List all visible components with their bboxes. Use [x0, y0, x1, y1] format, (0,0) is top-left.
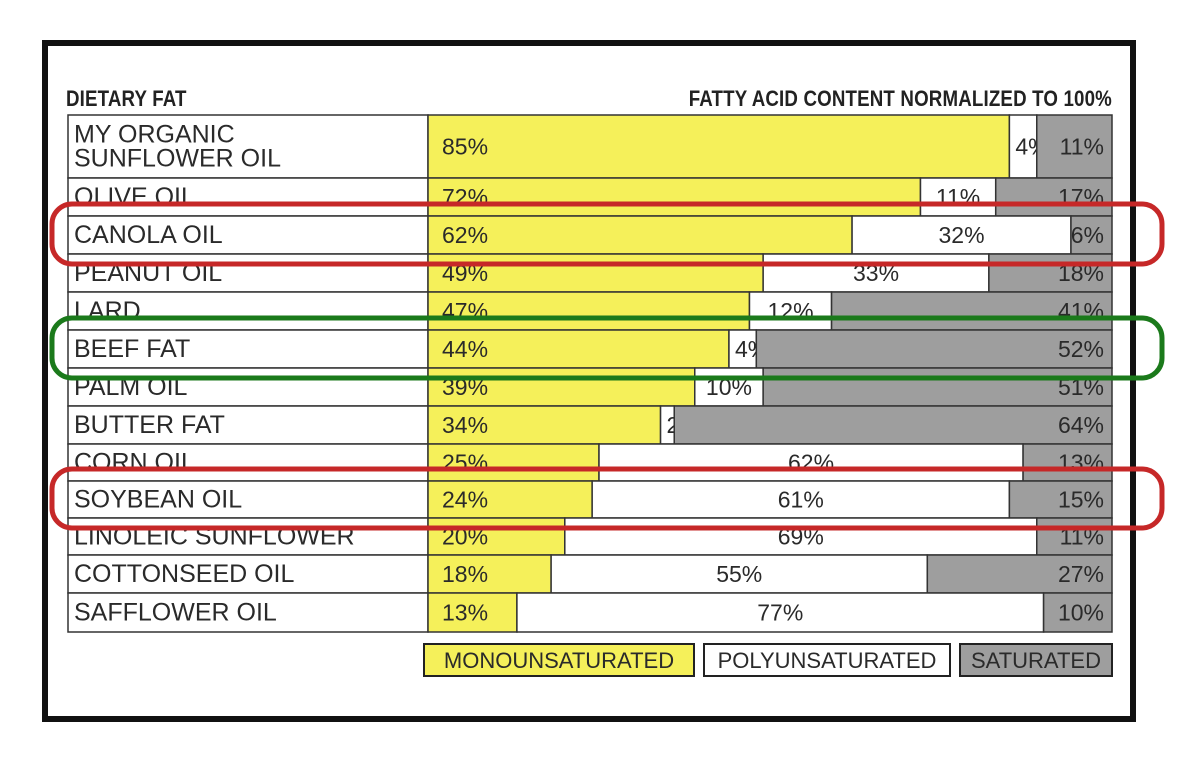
- legend-item-saturated: SATURATED: [959, 643, 1113, 677]
- legend-swatch: [959, 643, 1113, 677]
- value-label-saturated: 52%: [1058, 336, 1104, 362]
- label-cell: [67, 554, 429, 594]
- value-label-monounsaturated: 24%: [442, 487, 488, 513]
- row-linoleic-sunflower: LINOLEIC SUNFLOWER 20% 69% 11%: [67, 517, 1113, 556]
- value-label-saturated: 10%: [1058, 600, 1104, 626]
- bar-saturated: [755, 329, 1113, 369]
- row-corn-oil: CORN OIL 25% 62% 13%: [67, 443, 1113, 482]
- label-cell: [67, 253, 429, 293]
- bar-monounsaturated: [427, 215, 853, 255]
- row-label: MY ORGANIC: [74, 121, 235, 149]
- value-label-monounsaturated: 44%: [442, 336, 488, 362]
- label-cell: [67, 291, 429, 331]
- value-label-monounsaturated: 62%: [442, 222, 488, 248]
- bar-saturated: [988, 253, 1113, 293]
- value-label-saturated: 64%: [1058, 412, 1104, 438]
- row-label: SAFFLOWER OIL: [74, 599, 277, 627]
- bar-monounsaturated: [427, 367, 696, 407]
- value-label-polyunsaturated: 77%: [757, 600, 803, 626]
- legend-label: POLYUNSATURATED: [718, 648, 937, 673]
- value-label-monounsaturated: 13%: [442, 600, 488, 626]
- bar-polyunsaturated: [762, 253, 990, 293]
- row-label: OLIVE OIL: [74, 183, 195, 211]
- highlight-ovals: [49, 201, 1165, 531]
- bar-monounsaturated: [427, 177, 922, 217]
- bar-saturated: [1036, 517, 1113, 556]
- value-label-polyunsaturated: 62%: [788, 450, 834, 476]
- value-label-polyunsaturated: 61%: [778, 487, 824, 513]
- header-dietary-fat: DIETARY FAT: [66, 86, 187, 111]
- row-label: LARD: [74, 297, 141, 325]
- highlight-soybean-oil: [49, 466, 1165, 531]
- bar-polyunsaturated: [516, 592, 1045, 633]
- row-beef-fat: BEEF FAT 44% 4% 52%: [67, 329, 1113, 369]
- bar-monounsaturated: [427, 443, 600, 482]
- label-cell: [67, 367, 429, 407]
- bar-monounsaturated: [427, 517, 566, 556]
- bar-saturated: [1022, 443, 1113, 482]
- bar-monounsaturated: [427, 480, 593, 519]
- value-label-monounsaturated: 85%: [442, 134, 488, 160]
- value-label-monounsaturated: 25%: [442, 450, 488, 476]
- label-cell: [67, 517, 429, 556]
- row-label: BEEF FAT: [74, 335, 190, 363]
- row-label: CANOLA OIL: [74, 221, 223, 249]
- bar-saturated: [1008, 480, 1113, 519]
- row-soybean-oil: SOYBEAN OIL 24% 61% 15%: [67, 480, 1113, 519]
- row-label: SUNFLOWER OIL: [74, 145, 281, 173]
- bar-saturated: [762, 367, 1113, 407]
- bar-saturated: [673, 405, 1113, 445]
- row-canola-oil: CANOLA OIL 62% 32% 6%: [67, 215, 1113, 255]
- legend-label: MONOUNSATURATED: [444, 648, 674, 673]
- label-cell: [67, 405, 429, 445]
- bar-monounsaturated: [427, 329, 730, 369]
- label-cell: [67, 215, 429, 255]
- chart-legend: MONOUNSATURATED POLYUNSATURATED SATURATED: [423, 643, 1113, 677]
- bar-saturated: [1042, 592, 1113, 633]
- bar-polyunsaturated: [564, 517, 1038, 556]
- legend-swatch: [423, 643, 695, 677]
- row-safflower-oil: SAFFLOWER OIL 13% 77% 10%: [67, 592, 1113, 633]
- value-label-saturated: 27%: [1058, 561, 1104, 587]
- value-label-saturated: 6%: [1071, 222, 1104, 248]
- legend-swatch: [703, 643, 951, 677]
- bar-monounsaturated: [427, 114, 1011, 179]
- row-palm-oil: PALM OIL 39% 10% 51%: [67, 367, 1113, 407]
- row-lard: LARD 47% 12% 41%: [67, 291, 1113, 331]
- row-cottonseed-oil: COTTONSEED OIL 18% 55% 27%: [67, 554, 1113, 594]
- row-label: COTTONSEED OIL: [74, 560, 295, 588]
- value-label-polyunsaturated: 55%: [716, 561, 762, 587]
- legend-item-monounsaturated: MONOUNSATURATED: [423, 643, 695, 677]
- bar-polyunsaturated: [598, 443, 1024, 482]
- legend-label: SATURATED: [971, 648, 1101, 673]
- value-label-monounsaturated: 34%: [442, 412, 488, 438]
- bar-monounsaturated: [427, 253, 764, 293]
- row-label: CORN OIL: [74, 449, 195, 477]
- bar-polyunsaturated: [591, 480, 1011, 519]
- value-label-saturated: 13%: [1058, 450, 1104, 476]
- value-label-polyunsaturated: 32%: [938, 222, 984, 248]
- value-label-monounsaturated: 18%: [442, 561, 488, 587]
- bar-saturated: [830, 291, 1113, 331]
- label-cell: [67, 443, 429, 482]
- row-label: SOYBEAN OIL: [74, 486, 242, 514]
- value-label-saturated: 15%: [1058, 487, 1104, 513]
- bar-saturated: [1036, 114, 1113, 179]
- bar-saturated: [994, 177, 1113, 217]
- value-label-saturated: 11%: [1060, 134, 1104, 160]
- bar-polyunsaturated: [550, 554, 929, 594]
- row-label: BUTTER FAT: [74, 411, 225, 439]
- bar-saturated: [926, 554, 1113, 594]
- highlight-canola-oil: [49, 201, 1165, 267]
- row-peanut-oil: PEANUT OIL 49% 33% 18%: [67, 253, 1113, 293]
- row-olive-oil: OLIVE OIL 72% 11% 17%: [67, 177, 1113, 217]
- header-fatty-acid-content: FATTY ACID CONTENT NORMALIZED TO 100%: [688, 86, 1112, 111]
- legend-item-polyunsaturated: POLYUNSATURATED: [703, 643, 951, 677]
- highlight-beef-fat: [49, 315, 1165, 381]
- label-cell: [67, 592, 429, 633]
